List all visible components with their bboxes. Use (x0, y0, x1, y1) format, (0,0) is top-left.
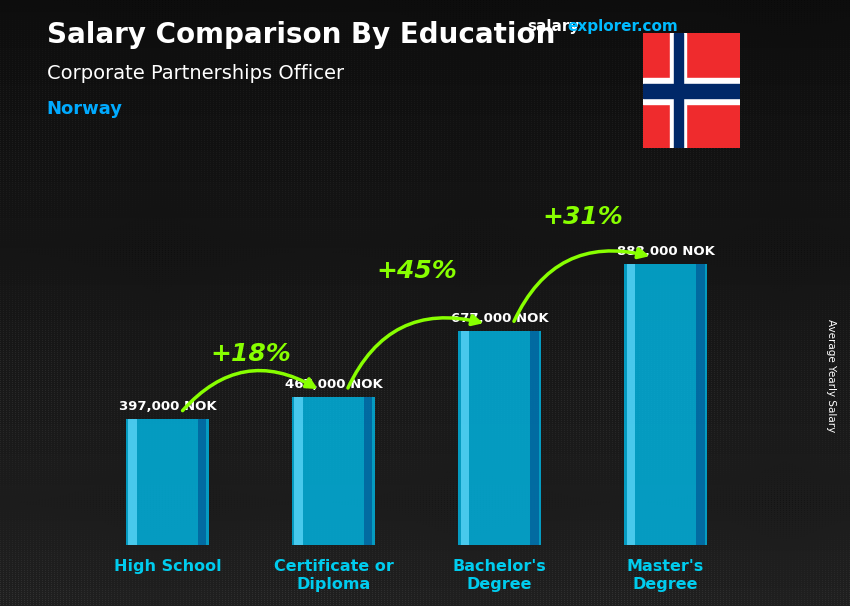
Text: salary: salary (527, 19, 580, 35)
Bar (128, 419, 137, 545)
Bar (674, 33, 683, 148)
Bar (461, 330, 469, 545)
Text: 467,000 NOK: 467,000 NOK (285, 378, 382, 391)
Text: explorer.com: explorer.com (568, 19, 678, 35)
Text: Average Yearly Salary: Average Yearly Salary (826, 319, 836, 432)
Text: +18%: +18% (210, 342, 291, 366)
Bar (458, 330, 541, 545)
Text: 888,000 NOK: 888,000 NOK (616, 245, 715, 258)
Bar (643, 84, 740, 98)
Bar (126, 419, 209, 545)
Bar (626, 264, 635, 545)
Bar (364, 397, 372, 545)
Bar (198, 419, 207, 545)
Bar (696, 264, 705, 545)
Bar (643, 78, 740, 104)
Bar (294, 397, 303, 545)
Text: Corporate Partnerships Officer: Corporate Partnerships Officer (47, 64, 344, 82)
Text: +31%: +31% (542, 205, 623, 229)
Text: Salary Comparison By Education: Salary Comparison By Education (47, 21, 555, 49)
Bar (530, 330, 539, 545)
Bar (624, 264, 707, 545)
Text: 677,000 NOK: 677,000 NOK (450, 311, 548, 324)
Bar (670, 33, 686, 148)
Text: +45%: +45% (376, 259, 456, 282)
Text: 397,000 NOK: 397,000 NOK (119, 401, 216, 413)
Text: Norway: Norway (47, 100, 122, 118)
Bar (292, 397, 375, 545)
